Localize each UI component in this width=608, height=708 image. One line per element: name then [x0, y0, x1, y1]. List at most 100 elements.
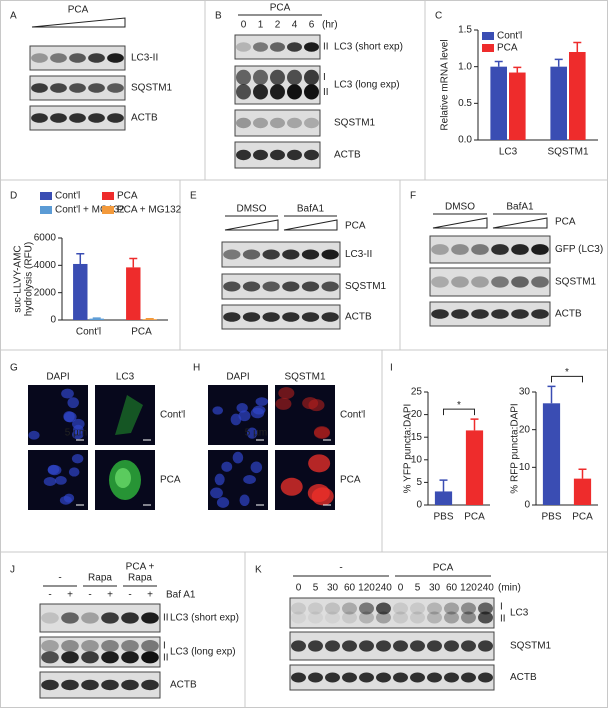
band: [393, 640, 408, 652]
blot: [221, 241, 341, 268]
band: [236, 42, 251, 52]
band: [325, 672, 340, 683]
error-bar: [92, 317, 101, 319]
y-tick-label: 15: [411, 432, 423, 443]
group-label: PCA +: [126, 562, 155, 573]
band: [41, 640, 59, 652]
x-tick-label: Cont'l: [76, 327, 101, 338]
band-mark: II: [323, 42, 329, 53]
row-label: SQSTM1: [131, 83, 173, 94]
row-label: SQSTM1: [345, 281, 387, 292]
nucleus: [43, 477, 57, 486]
nucleus: [59, 496, 72, 505]
band: [321, 281, 339, 292]
bar: [573, 478, 592, 505]
band: [223, 312, 241, 322]
group-label: DMSO: [237, 204, 267, 215]
band: [50, 83, 67, 93]
time-label: 5: [415, 583, 421, 594]
group-label: BafA1: [506, 202, 534, 213]
band: [41, 651, 59, 664]
band: [427, 640, 442, 652]
band: [262, 249, 280, 260]
legend-swatch: [102, 206, 114, 214]
nucleus: [212, 406, 224, 415]
group-label: PCA: [433, 563, 454, 574]
cell: [275, 397, 292, 410]
band: [461, 672, 476, 683]
band: [359, 602, 374, 615]
band-mark: II: [323, 87, 329, 98]
band: [511, 244, 529, 255]
sign-label: +: [147, 590, 153, 601]
band: [461, 602, 476, 615]
nucleus: [55, 476, 67, 485]
band: [69, 83, 86, 93]
band: [308, 672, 323, 683]
bar: [509, 72, 526, 140]
error-bar: [578, 468, 587, 479]
row-label: SQSTM1: [555, 277, 597, 288]
row-label: GFP (LC3): [555, 244, 603, 255]
error-bar: [76, 252, 85, 264]
band: [107, 113, 124, 123]
bar: [542, 403, 561, 505]
nucleus: [67, 397, 79, 409]
sign-label: -: [88, 590, 91, 601]
legend-label: Cont'l: [497, 31, 522, 42]
panel-label: J: [10, 565, 15, 576]
band: [478, 672, 493, 683]
band: [308, 611, 323, 624]
nucleus: [243, 475, 256, 484]
cell: [313, 426, 330, 439]
wedge: [492, 217, 548, 229]
legend-swatch: [102, 192, 114, 200]
band: [291, 640, 306, 652]
band: [61, 612, 79, 624]
nucleus: [47, 464, 60, 475]
nucleus: [68, 467, 80, 477]
legend-swatch: [40, 192, 52, 200]
band: [359, 672, 374, 683]
x-tick-label: LC3: [499, 147, 518, 158]
sign-label: +: [67, 590, 73, 601]
channel-label: DAPI: [226, 372, 249, 383]
row-label: LC3: [510, 608, 529, 619]
y-tick-label: 20: [519, 424, 531, 435]
band: [359, 611, 374, 624]
y-tick-label: 4000: [34, 260, 57, 271]
band: [262, 312, 280, 322]
band: [410, 640, 425, 652]
band: [236, 84, 251, 100]
band: [301, 312, 320, 322]
blot: [221, 304, 341, 330]
time-label: 5: [313, 583, 319, 594]
band: [88, 113, 105, 123]
time-label: 240: [375, 583, 392, 594]
y-axis-label: Relative mRNA level: [440, 39, 451, 130]
y-tick-label: 25: [411, 387, 423, 398]
row-label: ACTB: [334, 150, 361, 161]
sign-label: -: [48, 590, 51, 601]
band-mark: II: [163, 613, 169, 624]
band: [376, 672, 391, 683]
band: [291, 672, 306, 683]
channel-label: SQSTM1: [284, 372, 326, 383]
cell: [302, 397, 319, 410]
bar: [550, 66, 567, 140]
band: [444, 611, 459, 624]
blot: [39, 603, 161, 633]
channel-label: LC3: [116, 372, 135, 383]
y-tick-label: 0: [50, 315, 56, 326]
y-tick-label: 0: [416, 500, 422, 511]
y-tick-label: 30: [519, 387, 531, 398]
x-tick-label: PCA: [131, 327, 152, 338]
wedge: [283, 219, 338, 231]
nucleus: [221, 461, 233, 472]
significance-bracket: [443, 408, 475, 416]
cell: [311, 487, 334, 506]
time-label: 60: [446, 583, 458, 594]
y-axis-label: suc-LLVY-AMC: [13, 245, 24, 312]
group-label: DMSO: [445, 202, 475, 213]
